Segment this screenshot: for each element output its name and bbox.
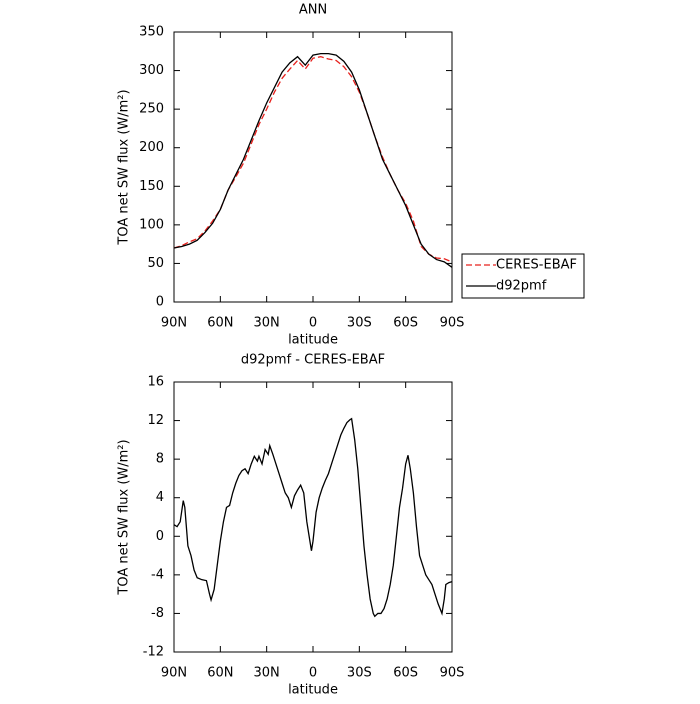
- x-tick-label: 0: [309, 666, 317, 681]
- chart-title: ANN: [299, 3, 327, 18]
- data-line: [173, 417, 453, 618]
- x-tick-label: 60S: [393, 316, 418, 331]
- x-tick-label: 60N: [207, 666, 233, 681]
- y-tick-label: 4: [156, 490, 164, 505]
- y-axis-label: TOA net SW flux (W/m²): [117, 89, 132, 245]
- y-tick-label: 12: [147, 413, 164, 428]
- chart-title: d92pmf - CERES-EBAF: [241, 353, 385, 368]
- legend-label: CERES-EBAF: [496, 258, 577, 273]
- legend-box: [461, 253, 585, 299]
- y-tick-label: 200: [139, 140, 164, 155]
- x-tick-label: 30S: [347, 666, 372, 681]
- y-tick-label: 0: [156, 529, 164, 544]
- x-tick-label: 90N: [161, 316, 187, 331]
- y-tick-label: -12: [143, 645, 164, 660]
- y-axis-label: TOA net SW flux (W/m²): [117, 439, 132, 595]
- x-tick-label: 30S: [347, 316, 372, 331]
- x-tick-label: 60S: [393, 666, 418, 681]
- plot-frame: [173, 381, 453, 653]
- legend-label: d92pmf: [496, 279, 547, 294]
- x-tick-label: 30N: [254, 316, 280, 331]
- x-tick-label: 90S: [440, 316, 465, 331]
- y-tick-label: 100: [139, 217, 164, 232]
- y-tick-label: -4: [151, 567, 164, 582]
- y-tick-label: 50: [147, 256, 164, 271]
- data-line: [173, 56, 453, 263]
- y-tick-label: 150: [139, 179, 164, 194]
- x-tick-label: 90N: [161, 666, 187, 681]
- plot-frame: [173, 31, 453, 303]
- y-tick-label: 250: [139, 102, 164, 117]
- y-tick-label: 16: [147, 375, 164, 390]
- y-tick-label: -8: [151, 606, 164, 621]
- y-tick-label: 8: [156, 452, 164, 467]
- x-tick-label: 90S: [440, 666, 465, 681]
- data-line: [173, 52, 453, 268]
- x-axis-label: latitude: [288, 333, 338, 348]
- y-tick-label: 0: [156, 295, 164, 310]
- x-tick-label: 0: [309, 316, 317, 331]
- y-tick-label: 300: [139, 63, 164, 78]
- x-axis-label: latitude: [288, 683, 338, 698]
- x-tick-label: 30N: [254, 666, 280, 681]
- x-tick-label: 60N: [207, 316, 233, 331]
- y-tick-label: 350: [139, 25, 164, 40]
